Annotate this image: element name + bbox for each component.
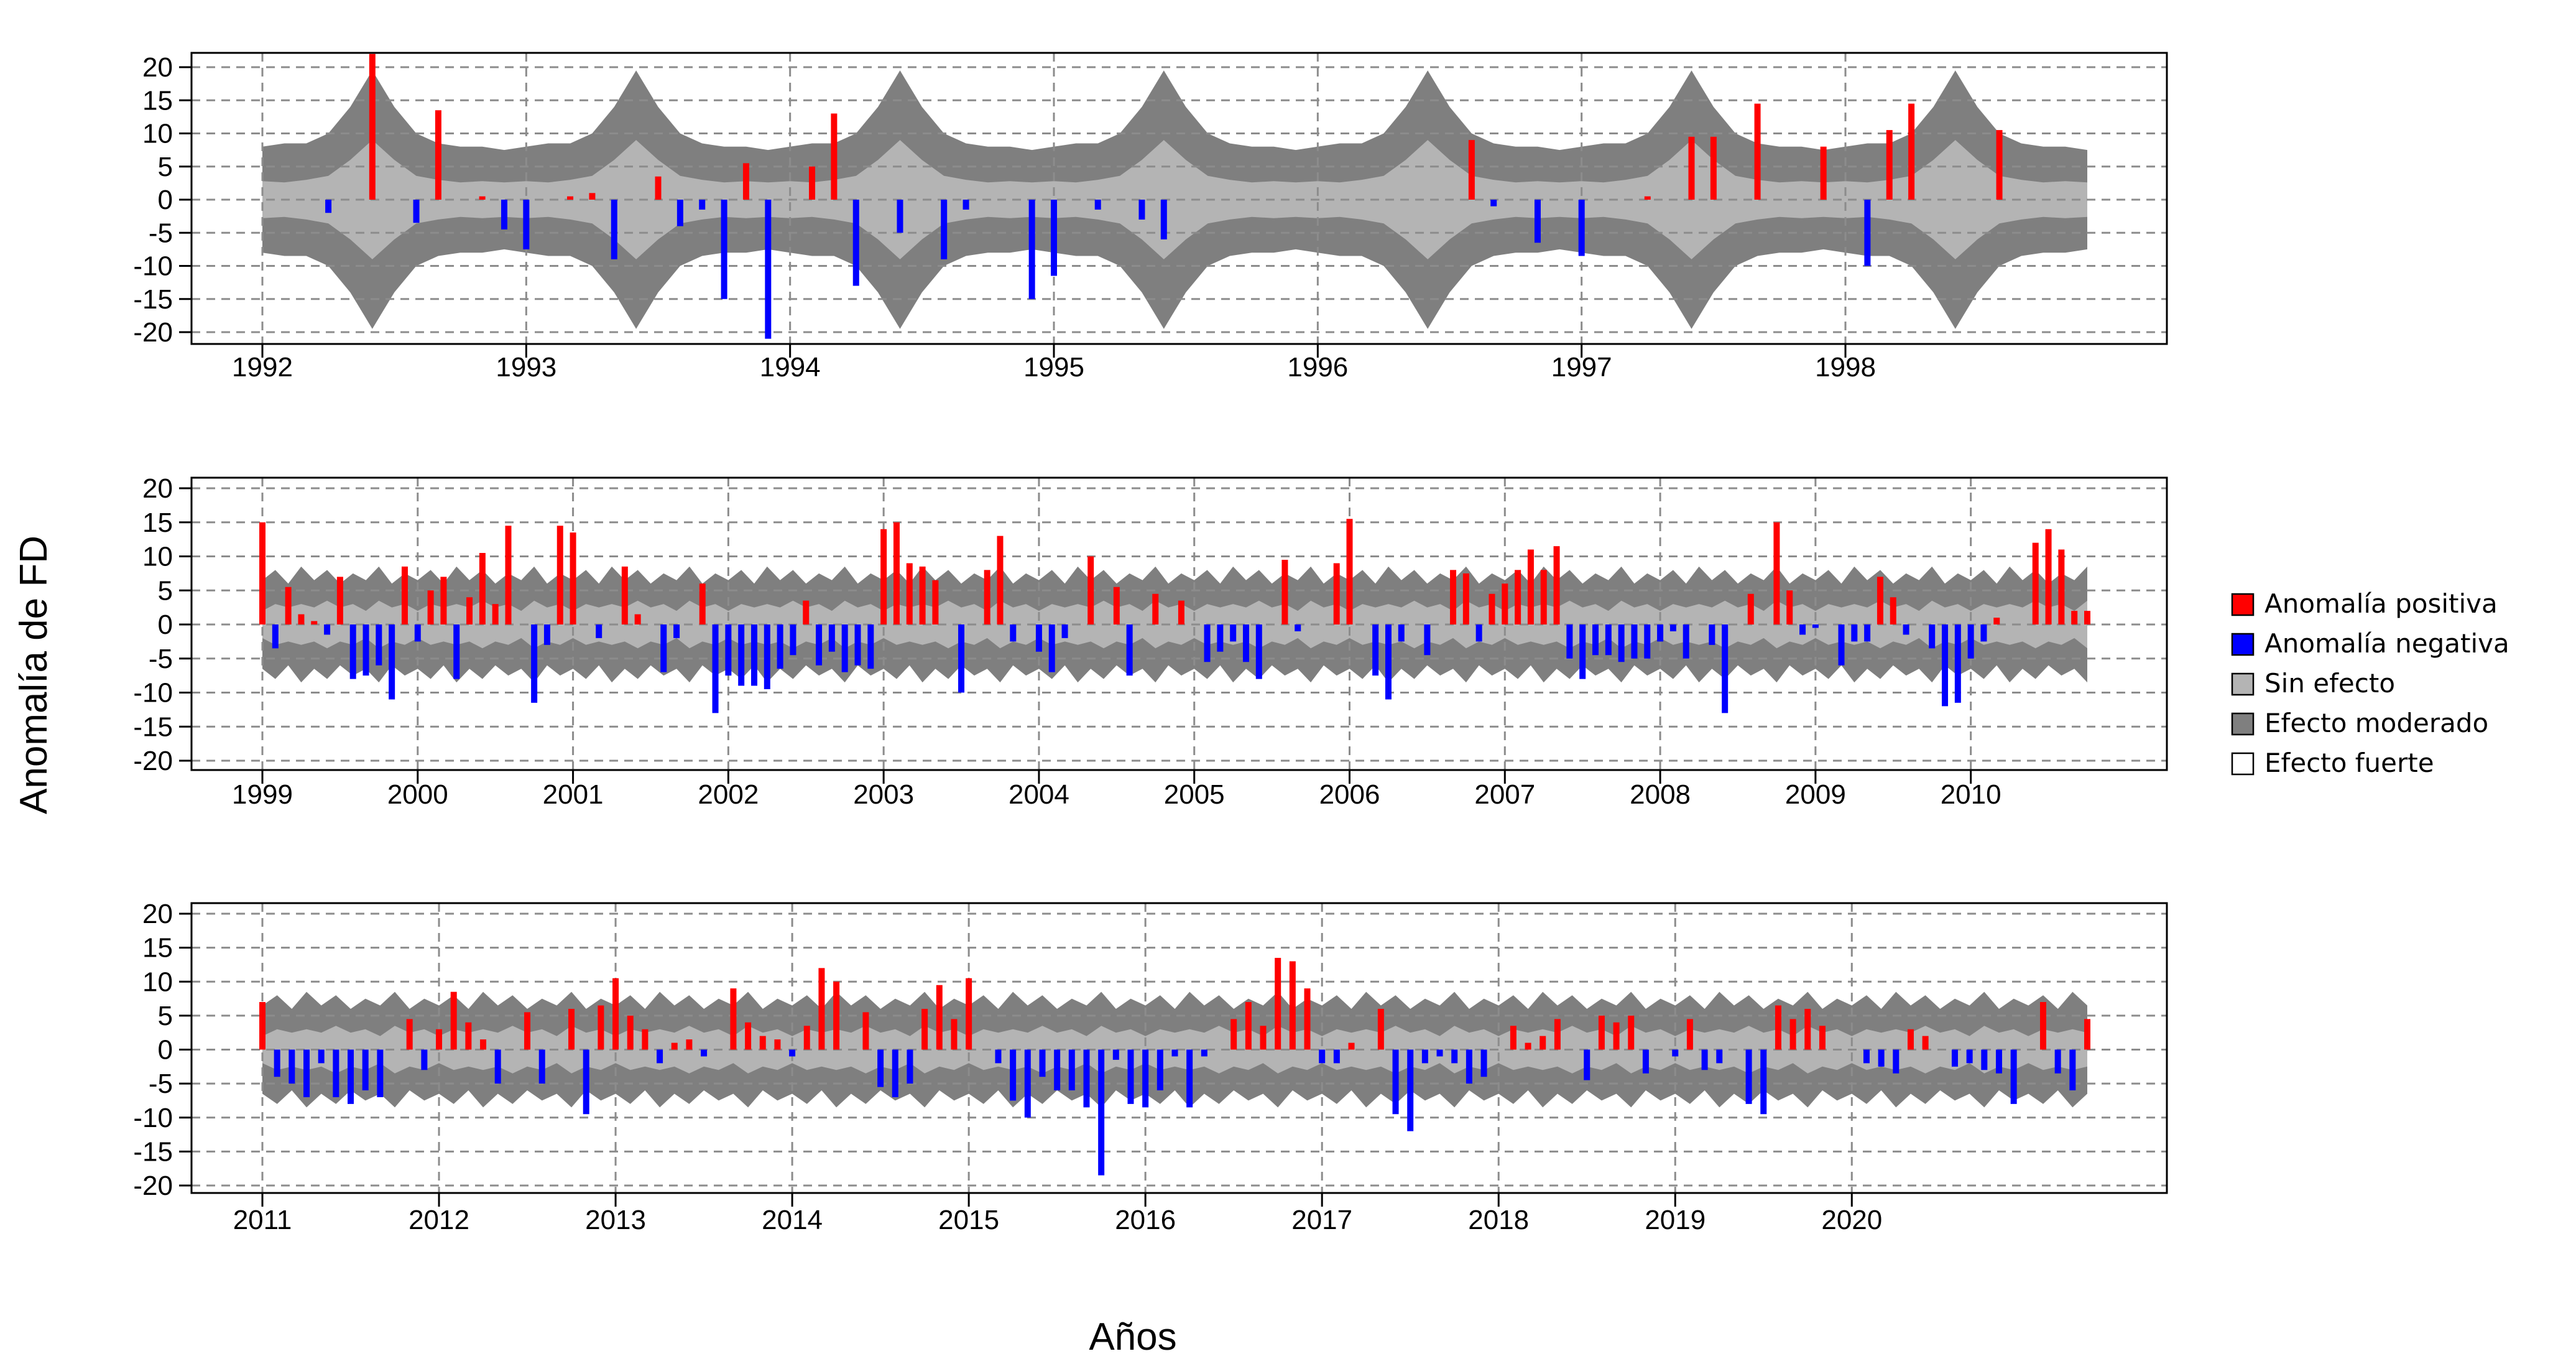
legend-swatch (2231, 633, 2255, 656)
legend-item: Anomalía positiva (2231, 588, 2498, 619)
x-axis-label: Años (1089, 1316, 1176, 1358)
x-tick-label: 2005 (1164, 779, 1225, 810)
y-tick-label: 10 (142, 119, 173, 149)
x-tick-label: 2006 (1319, 779, 1380, 810)
x-tick-label: 2000 (387, 779, 448, 810)
x-tick-label: 2012 (409, 1205, 469, 1235)
x-tick-label: 2004 (1009, 779, 1069, 810)
no-effect-band (262, 600, 2087, 649)
y-tick-label: -10 (133, 678, 173, 708)
y-tick-label: -5 (149, 644, 173, 674)
plot-frame (190, 476, 2168, 771)
legend-item: Efecto moderado (2231, 708, 2488, 738)
y-tick-label: -20 (133, 746, 173, 776)
x-tick-label: 2007 (1474, 779, 1535, 810)
x-tick-label: 1995 (1023, 352, 1084, 383)
y-tick-label: 15 (142, 85, 173, 116)
legend-label: Anomalía positiva (2264, 588, 2498, 619)
panel-1: 1992 1993 1994 1995 1996 1997 1998 -20-15-10-50… (133, 52, 2168, 383)
y-tick-label: -15 (133, 712, 173, 742)
x-tick-label: 2013 (585, 1205, 646, 1235)
x-tick-label: 1993 (496, 352, 556, 383)
legend-label: Efecto fuerte (2264, 748, 2434, 778)
y-tick-label: -20 (133, 317, 173, 348)
x-tick-label: 1994 (760, 352, 821, 383)
x-tick-label: 1992 (232, 352, 293, 383)
panels-layer: 1992 1993 1994 1995 1996 1997 1998-20-15-10-50… (133, 52, 2168, 1235)
y-tick-label: -20 (133, 1171, 173, 1201)
no-effect-band (262, 140, 2087, 259)
x-tick-label: 2016 (1115, 1205, 1176, 1235)
y-tick-label: 15 (142, 933, 173, 963)
y-tick-label: -10 (133, 251, 173, 282)
x-tick-label: 1998 (1815, 352, 1876, 383)
y-tick-label: 20 (142, 473, 173, 504)
y-tick-label: 0 (158, 610, 173, 640)
y-tick-label: -5 (149, 218, 173, 248)
x-tick-label: 1999 (232, 779, 293, 810)
legend-swatch (2231, 672, 2255, 696)
legend-label: Sin efecto (2264, 668, 2395, 698)
panel-2: 1999 2000 2001 2002 2003 2004 2005 2006 2007 2008… (133, 473, 2168, 810)
y-tick-label: 5 (158, 575, 173, 606)
y-tick-label: 0 (158, 185, 173, 215)
panel-3: 2011 2012 2013 2014 2015 2016 2017 2018 2019 2020… (133, 899, 2168, 1235)
plot-frame (190, 902, 2168, 1194)
y-tick-label: 0 (158, 1035, 173, 1065)
x-tick-label: 2002 (698, 779, 759, 810)
y-tick-label: -10 (133, 1103, 173, 1133)
plot-frame (190, 52, 2168, 345)
legend-item: Efecto fuerte (2231, 748, 2434, 778)
y-tick-label: 10 (142, 542, 173, 572)
legend-item: Sin efecto (2231, 668, 2395, 698)
x-tick-label: 2018 (1468, 1205, 1529, 1235)
x-tick-label: 2014 (762, 1205, 823, 1235)
legend: Anomalía positiva Anomalía negativa Sin ef… (2231, 588, 2509, 778)
legend-label: Anomalía negativa (2264, 628, 2509, 659)
legend-label: Efecto moderado (2264, 708, 2488, 738)
x-tick-label: 1997 (1551, 352, 1612, 383)
x-tick-label: 2019 (1645, 1205, 1706, 1235)
x-tick-label: 1996 (1287, 352, 1348, 383)
y-tick-label: 15 (142, 508, 173, 538)
y-tick-label: -5 (149, 1069, 173, 1099)
y-tick-label: 10 (142, 967, 173, 997)
legend-swatch (2231, 593, 2255, 616)
x-tick-label: 2015 (938, 1205, 999, 1235)
x-tick-label: 2010 (1941, 779, 2001, 810)
x-tick-label: 2003 (853, 779, 914, 810)
y-tick-label: 20 (142, 52, 173, 83)
y-tick-label: 5 (158, 1001, 173, 1031)
y-tick-label: -15 (133, 1136, 173, 1167)
x-tick-label: 2017 (1291, 1205, 1352, 1235)
y-tick-label: 20 (142, 899, 173, 929)
legend-swatch (2231, 712, 2255, 736)
x-tick-label: 2001 (543, 779, 604, 810)
x-tick-label: 2020 (1821, 1205, 1882, 1235)
x-tick-label: 2009 (1785, 779, 1846, 810)
y-tick-label: -15 (133, 284, 173, 315)
legend-swatch (2231, 752, 2255, 776)
y-axis-label: Anomalía de FD (12, 536, 55, 814)
x-tick-label: 2011 (233, 1205, 292, 1235)
legend-item: Anomalía negativa (2231, 628, 2509, 659)
x-tick-label: 2008 (1630, 779, 1691, 810)
y-tick-label: 5 (158, 152, 173, 182)
